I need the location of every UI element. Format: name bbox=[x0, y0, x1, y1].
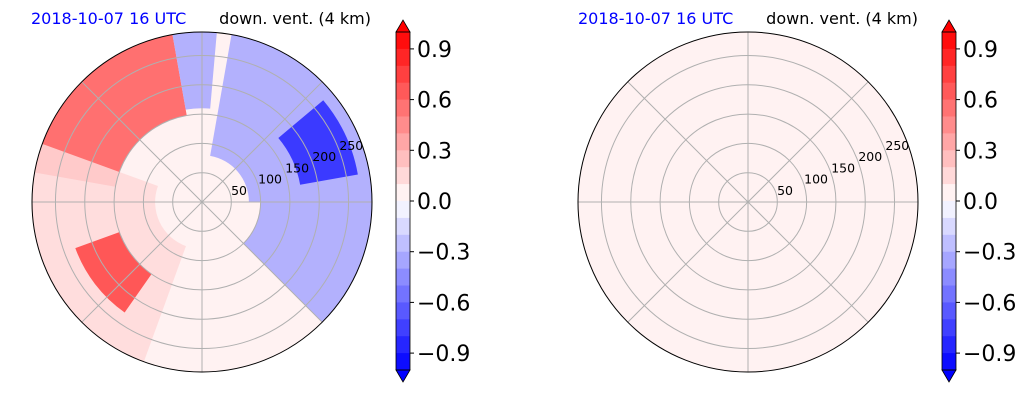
colorbar-segment bbox=[942, 65, 956, 84]
colorbar-segment bbox=[396, 268, 410, 286]
radial-tick-label: 50 bbox=[231, 183, 247, 198]
colorbar-segment bbox=[942, 32, 956, 50]
angular-gridline-45 bbox=[201, 81, 323, 203]
field-feature-2 bbox=[75, 232, 152, 313]
colorbar-tick-label: 0.0 bbox=[963, 190, 998, 215]
left-colorbar: 0.9 0.6 0.3 0.0 −0.3 −0.6 −0.9 bbox=[395, 19, 470, 383]
colorbar-segment bbox=[942, 234, 956, 253]
colorbar-tick-label: 0.6 bbox=[417, 89, 452, 114]
angular-gridline-315 bbox=[747, 201, 869, 323]
colorbar-segment bbox=[942, 184, 956, 202]
colorbar-segment bbox=[942, 217, 956, 236]
angular-gridline-45 bbox=[747, 81, 869, 203]
radial-tick-label: 250 bbox=[885, 138, 909, 153]
field-feature-6 bbox=[172, 32, 217, 110]
colorbar-segment bbox=[396, 150, 410, 168]
right-polar-frame bbox=[577, 31, 919, 373]
angular-gridline-315 bbox=[201, 201, 323, 323]
left-polar-panel: 2018-10-07 16 UTC down. vent. (4 km) 50 1… bbox=[31, 9, 470, 383]
radial-tick-label: 200 bbox=[858, 149, 882, 164]
colorbar-extend-min bbox=[395, 369, 411, 383]
radial-tick-label: 250 bbox=[339, 138, 363, 153]
colorbar-segment bbox=[942, 167, 956, 185]
colorbar-segment bbox=[396, 285, 410, 303]
field-feature-4 bbox=[278, 100, 358, 185]
colorbar-segment bbox=[942, 48, 956, 67]
angular-gridline-135 bbox=[81, 81, 203, 203]
angular-gridline-225 bbox=[627, 201, 749, 323]
colorbar-segment bbox=[942, 201, 956, 219]
colorbar-segment bbox=[396, 201, 410, 219]
colorbar-tick-label: 0.3 bbox=[963, 139, 998, 164]
colorbar-extend-max bbox=[941, 19, 957, 33]
colorbar-segment bbox=[396, 336, 410, 354]
colorbar-segment bbox=[942, 116, 956, 134]
colorbar-segment bbox=[396, 217, 410, 236]
colorbar-tick-label: −0.9 bbox=[963, 342, 1016, 367]
angular-gridline-225 bbox=[81, 201, 203, 323]
radial-tick-label: 150 bbox=[285, 160, 309, 175]
colorbar-tick-label: −0.9 bbox=[417, 342, 470, 367]
colorbar-segment bbox=[942, 82, 956, 101]
right-polar-grid bbox=[578, 32, 918, 372]
colorbar-tick-label: −0.3 bbox=[963, 241, 1016, 266]
colorbar-tick-label: −0.6 bbox=[417, 291, 470, 316]
colorbar-extend-max bbox=[395, 19, 411, 33]
colorbar-segment bbox=[396, 82, 410, 101]
colorbar-segment bbox=[396, 167, 410, 185]
right-polar-panel: 2018-10-07 16 UTC down. vent. (4 km) 50 1… bbox=[577, 9, 1016, 383]
colorbar-segment bbox=[942, 268, 956, 286]
colorbar-segment bbox=[942, 150, 956, 168]
right-panel-date-title: 2018-10-07 16 UTC bbox=[578, 9, 733, 28]
left-panel-variable-title: down. vent. (4 km) bbox=[219, 9, 371, 28]
colorbar-tick-label: −0.3 bbox=[417, 241, 470, 266]
colorbar-segment bbox=[942, 319, 956, 337]
right-colorbar: 0.9 0.6 0.3 0.0 −0.3 −0.6 −0.9 bbox=[941, 19, 1016, 383]
colorbar-segment bbox=[396, 133, 410, 151]
radial-tick-label: 50 bbox=[777, 183, 793, 198]
colorbar-segment bbox=[942, 251, 956, 270]
radial-tick-label: 200 bbox=[312, 149, 336, 164]
colorbar-segment bbox=[942, 285, 956, 303]
colorbar-segment bbox=[396, 353, 410, 371]
colorbar-segment bbox=[942, 353, 956, 371]
left-polar-grid bbox=[32, 32, 372, 372]
colorbar-segment bbox=[396, 319, 410, 337]
colorbar-tick-label: 0.9 bbox=[963, 38, 998, 63]
angular-gridline-135 bbox=[627, 81, 749, 203]
colorbar-segment bbox=[396, 48, 410, 67]
colorbar-tick-label: 0.6 bbox=[963, 89, 998, 114]
colorbar-segment bbox=[396, 251, 410, 270]
colorbar-segment bbox=[942, 336, 956, 354]
right-panel-variable-title: down. vent. (4 km) bbox=[766, 9, 918, 28]
radial-tick-label: 150 bbox=[831, 160, 855, 175]
colorbar-tick-label: 0.9 bbox=[417, 38, 452, 63]
radial-tick-label: 100 bbox=[804, 172, 828, 187]
colorbar-extend-min bbox=[941, 369, 957, 383]
colorbar-segment bbox=[396, 99, 410, 117]
colorbar-segment bbox=[396, 65, 410, 84]
colorbar-tick-label: −0.6 bbox=[963, 291, 1016, 316]
colorbar-segment bbox=[396, 234, 410, 253]
colorbar-segment bbox=[396, 32, 410, 50]
colorbar-segment bbox=[942, 99, 956, 117]
colorbar-segment bbox=[396, 116, 410, 134]
radial-tick-label: 100 bbox=[258, 172, 282, 187]
colorbar-segment bbox=[396, 302, 410, 320]
colorbar-tick-label: 0.0 bbox=[417, 190, 452, 215]
left-panel-date-title: 2018-10-07 16 UTC bbox=[31, 9, 186, 28]
colorbar-segment bbox=[396, 184, 410, 202]
left-polar-frame bbox=[31, 31, 373, 373]
colorbar-segment bbox=[942, 133, 956, 151]
colorbar-segment bbox=[942, 302, 956, 320]
field-feature-5 bbox=[243, 202, 372, 323]
colorbar-tick-label: 0.3 bbox=[417, 139, 452, 164]
